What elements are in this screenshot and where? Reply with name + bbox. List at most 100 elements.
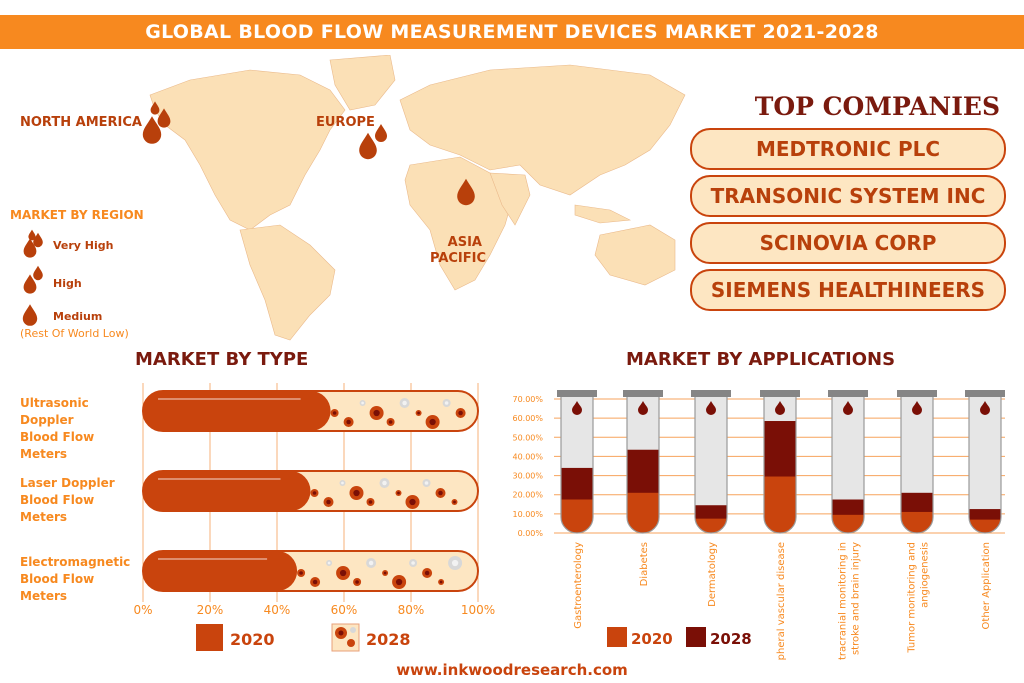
india-shape xyxy=(489,172,531,226)
legend-label-2028: 2028 xyxy=(366,630,411,649)
europe-asia-shape xyxy=(399,64,686,196)
bar-2020 xyxy=(695,518,727,533)
type-label-electromagnetic: Electromagnetic Blood Flow Meters xyxy=(20,555,131,603)
applications-chart: 0.00% 10.00% 20.00% 30.00% 40.00% 50.00% 60.00… xyxy=(512,390,1005,660)
bubble-core xyxy=(312,579,318,585)
bubble-core xyxy=(451,559,459,567)
x-category-label: Gastroenterology xyxy=(573,542,584,629)
y-tick-label: 30.00% xyxy=(512,472,543,481)
bar-2020 xyxy=(627,492,659,533)
x-category-label: Dermatology xyxy=(707,542,718,607)
bubble-core xyxy=(355,580,359,584)
company-medtronic: MEDTRONIC PLC xyxy=(690,128,1006,170)
x-tick-label: 20% xyxy=(197,603,224,617)
bubble-core xyxy=(338,630,344,636)
tube-cap xyxy=(828,390,868,397)
tube-outline xyxy=(968,397,1002,534)
y-tick-label: 70.00% xyxy=(512,395,543,404)
type-label-ultrasonic: Ultrasonic Doppler Blood Flow Meters xyxy=(20,396,95,461)
y-tick-label: 50.00% xyxy=(512,433,543,442)
tube-cap xyxy=(623,390,663,397)
type-label-laser: Laser Doppler Blood Flow Meters xyxy=(20,476,115,524)
bar-2020 xyxy=(764,476,796,533)
x-tick-label: 100% xyxy=(461,603,495,617)
blood-drop-icon xyxy=(706,401,716,415)
tube xyxy=(695,397,727,533)
x-category-label: Intracranial monitoring in xyxy=(838,542,849,660)
y-tick-label: 20.00% xyxy=(512,491,543,500)
x-tick-label: 80% xyxy=(398,603,425,617)
tube xyxy=(832,397,864,533)
bubble-core xyxy=(312,491,317,495)
bar-2020 xyxy=(143,551,298,591)
y-tick-label: 60.00% xyxy=(512,414,543,423)
bubble-core xyxy=(397,491,400,495)
x-tick-label: 60% xyxy=(331,603,358,617)
bar-2020 xyxy=(969,519,1001,533)
bubble-core xyxy=(439,580,443,584)
bubble-core xyxy=(417,411,420,415)
bubble-core xyxy=(388,420,393,424)
bubble-core xyxy=(453,500,456,504)
bubble-core xyxy=(458,410,463,416)
bubble-core xyxy=(438,490,443,496)
legend-swatch-2020 xyxy=(196,624,223,651)
bubble-core xyxy=(429,418,436,426)
bubble-core xyxy=(368,500,373,504)
indonesia-shape xyxy=(574,204,632,224)
blood-drop-icon xyxy=(638,401,648,415)
region-legend-title: MARKET BY REGION xyxy=(10,208,144,222)
bubble-core xyxy=(402,400,407,406)
x-category-label: Tumor monitoring and xyxy=(907,542,918,654)
x-category-label: Other Application xyxy=(981,542,992,629)
blood-drop-icon xyxy=(775,401,785,415)
bubble-core xyxy=(332,411,337,415)
blood-drop-icon xyxy=(980,401,990,415)
north-america-shape xyxy=(149,69,346,231)
tube xyxy=(969,397,1001,533)
company-transonic: TRANSONIC SYSTEM INC xyxy=(690,175,1006,217)
bubble xyxy=(347,639,355,647)
region-label-north-america: NORTH AMERICA xyxy=(20,115,142,130)
blood-drop-icon xyxy=(912,401,922,415)
tube-cap xyxy=(897,390,937,397)
bubble-core xyxy=(299,571,303,575)
bubble-core xyxy=(353,489,360,497)
bubble-core xyxy=(326,499,331,505)
tube-outline xyxy=(694,397,728,534)
legend-swatch-2020 xyxy=(607,627,627,647)
legend-very-high: Very High xyxy=(53,239,114,252)
tube xyxy=(561,397,593,533)
tube xyxy=(764,397,796,533)
bubble-core xyxy=(409,498,416,506)
type-chart: 0% 20% 40% 60% 80% 100% 2020 2028 xyxy=(133,383,495,652)
company-scinovia: SCINOVIA CORP xyxy=(690,222,1006,264)
x-category-label: angiogenesis xyxy=(920,542,931,608)
bar-2020 xyxy=(143,391,331,431)
x-tick-label: 40% xyxy=(264,603,291,617)
tube-cap xyxy=(557,390,597,397)
australia-shape xyxy=(594,224,676,286)
legend-medium: Medium xyxy=(53,310,103,323)
bubble-core xyxy=(346,419,351,425)
y-tick-label: 0.00% xyxy=(518,529,544,538)
x-category-label: stroke and brain injury xyxy=(851,542,862,655)
tube-cap xyxy=(965,390,1005,397)
bubble-core xyxy=(373,409,380,417)
world-map xyxy=(149,55,686,341)
footer-url[interactable]: www.inkwoodresearch.com xyxy=(396,661,628,679)
tube-cap xyxy=(691,390,731,397)
company-siemens: SIEMENS HEALTHINEERS xyxy=(690,269,1006,311)
bar-2020 xyxy=(901,511,933,533)
legend-note: (Rest Of World Low) xyxy=(20,327,129,340)
tube-outline xyxy=(626,397,660,534)
tube-outline xyxy=(560,397,594,534)
bubble-core xyxy=(411,561,415,565)
blood-drop-icon xyxy=(843,401,853,415)
bubble-core xyxy=(361,401,364,405)
tube-outline xyxy=(831,397,865,534)
bubble-core xyxy=(424,481,429,485)
bubble-core xyxy=(382,480,387,486)
legend-swatch-2028 xyxy=(686,627,706,647)
legend-label-2020: 2020 xyxy=(230,630,275,649)
